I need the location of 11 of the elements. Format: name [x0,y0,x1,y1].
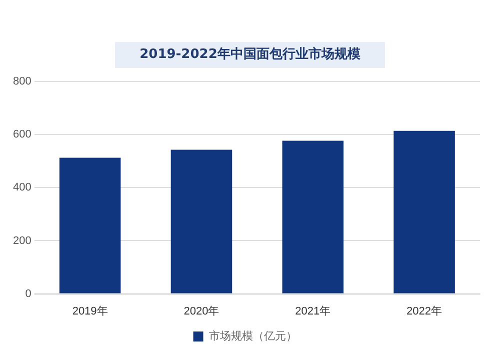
x-tick-label: 2020年 [184,305,220,318]
legend-label: 市场规模（亿元） [208,330,297,343]
y-tick-label: 0 [25,288,32,300]
x-tick-label: 2021年 [295,305,331,318]
x-tick-label: 2022年 [406,305,442,318]
y-tick-label: 400 [12,182,32,194]
y-tick-label: 600 [12,128,32,141]
y-tick-label: 200 [12,234,32,247]
y-tick-label: 800 [12,76,32,88]
chart-title: 2019-2022年中国面包行业市场规模 [115,42,385,68]
x-tick-label: 2019年 [72,305,108,318]
